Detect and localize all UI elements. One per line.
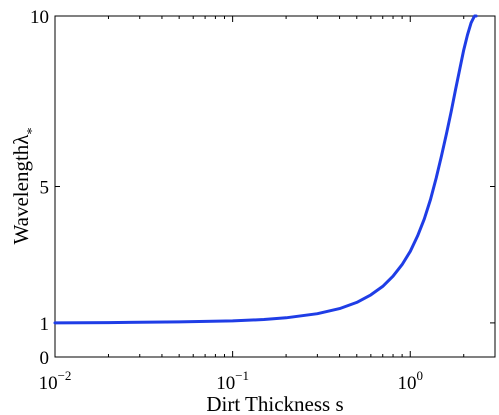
series-line bbox=[53, 14, 478, 325]
y-tick-label: 5 bbox=[40, 178, 50, 199]
tick-marks bbox=[54, 15, 496, 358]
y-tick-label: 0 bbox=[40, 348, 50, 369]
x-tick-label: 100 bbox=[398, 368, 424, 394]
y-axis-label-text: Wavelength bbox=[9, 144, 33, 244]
x-tick-label: 10−1 bbox=[216, 368, 249, 394]
plot-area bbox=[54, 15, 496, 358]
y-axis-label-subscript: * bbox=[25, 128, 40, 135]
y-tick-label: 10 bbox=[30, 7, 49, 28]
x-tick-label: 10−2 bbox=[39, 368, 72, 394]
y-axis-label-symbol: λ bbox=[9, 134, 33, 145]
y-axis-label: Wavelengthλ* bbox=[9, 128, 40, 245]
y-tick-label: 1 bbox=[40, 314, 50, 335]
tick-labels: 0 1 5 10 10−2 10−1 100 bbox=[30, 7, 423, 394]
x-axis-label: Dirt Thickness s bbox=[206, 392, 343, 415]
